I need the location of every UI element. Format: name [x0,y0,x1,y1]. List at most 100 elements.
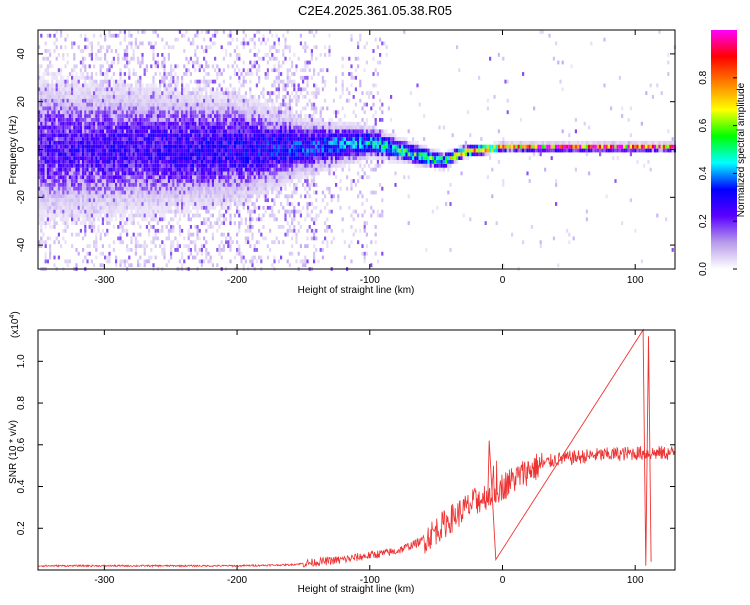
spectrogram-cell [90,53,93,57]
spectrogram-cell [156,190,159,195]
spectrogram-cell [44,148,47,153]
spectrogram-cell [214,140,217,145]
spectrogram-cell [139,213,142,218]
spectrogram-cell [86,183,89,187]
spectrogram-cell [214,179,217,183]
spectrogram-cell [214,205,217,210]
spectrogram-cell [90,221,93,225]
spectrogram-cell [40,129,43,134]
spectrogram-cell [161,37,164,42]
spectrogram-cell [262,183,265,187]
spectrogram-cell [203,75,206,80]
spectrogram-cell [264,183,267,187]
spectrogram-cell [196,209,199,214]
spectrogram-cell [44,183,47,187]
spectrogram-cell [220,186,223,191]
spectrogram-cell [170,87,173,92]
spectrogram-cell [82,98,85,103]
spectrogram-cell [123,33,126,38]
spectrogram-cell [253,64,256,69]
spectrogram-cell [134,125,137,130]
spectrogram-cell [291,217,294,222]
spectrogram-cell [64,209,67,214]
spectrogram-cell [154,190,157,195]
spectrogram-cell [101,175,104,180]
spectrogram-cell [260,137,263,141]
spectrogram-cell [108,137,111,141]
spectrogram-cell [207,30,210,34]
spectrogram-cell [187,167,190,172]
spectrogram-cell [222,213,225,218]
spectrogram-cell [277,209,280,214]
spectrogram-cell [288,68,291,73]
spectrogram-cell [99,202,102,206]
spectrogram-cell [242,148,245,153]
spectrogram-cell [218,83,221,88]
spectrogram-cell [249,129,252,134]
spectrogram-cell [214,118,217,122]
spectrogram-cell [165,163,168,168]
spectrogram-cell [220,148,223,153]
spectrogram-cell [137,87,140,92]
spectrogram-cell [269,213,272,218]
spectrogram-cell [167,114,170,118]
spectrogram-cell [227,244,230,248]
spectrogram-cell [187,228,190,233]
spectrogram-cell [42,72,45,76]
spectrogram-cell [288,194,291,199]
spectrogram-cell [240,167,243,172]
spectrogram-cell [134,236,137,241]
spectrogram-cell [277,102,280,107]
spectrogram-cell [247,156,250,160]
spectrogram-cell [42,125,45,130]
spectrogram-cell [244,121,247,126]
spectrogram-cell [161,213,164,218]
spectrogram-cell [49,163,52,168]
spectrogram-cell [95,156,98,160]
spectrogram-cell [275,98,278,103]
spectrogram-cell [282,225,285,229]
spectrogram-cell [249,190,252,195]
spectrogram-cell [152,171,155,176]
spectrogram-cell [75,125,78,130]
spectrogram-cell [218,121,221,126]
spectrogram-cell [40,205,43,210]
spectrogram-cell [187,91,190,95]
spectrogram-cell [291,209,294,214]
spectrogram-cell [159,114,162,118]
spectrogram-cell [205,228,208,233]
spectrogram-cell [159,118,162,122]
spectrogram-cell [44,144,47,149]
spectrogram-cell [196,140,199,145]
spectrogram-cell [187,209,190,214]
spectrogram-cell [273,56,276,61]
spectrogram-cell [79,140,82,145]
spectrogram-cell [253,60,256,65]
spectrogram-cell [198,114,201,118]
spectrogram-cell [167,183,170,187]
spectrogram-cell [71,183,74,187]
spectrogram-cell [97,217,100,222]
spectrogram-cell [115,255,118,260]
spectrogram-cell [203,129,206,134]
spectrogram-cell [150,114,153,118]
spectrogram-cell [64,129,67,134]
spectrogram-cell [97,106,100,111]
spectrogram-cell [258,163,261,168]
spectrogram-cell [115,148,118,153]
spectrogram-cell [154,91,157,95]
spectrogram-cell [242,167,245,172]
spectrogram-cell [264,41,267,46]
spectrogram-cell [64,171,67,176]
spectrogram-cell [57,118,60,122]
spectrogram-cell [238,221,241,225]
spectrogram-cell [49,114,52,118]
spectrogram-cell [238,125,241,130]
spectrogram-cell [218,202,221,206]
spectrogram-cell [90,75,93,80]
spectrogram-cell [238,179,241,183]
spectrogram-cell [145,64,148,69]
spectrogram-cell [101,72,104,76]
spectrogram-cell [66,152,69,157]
spectrogram-cell [196,83,199,88]
